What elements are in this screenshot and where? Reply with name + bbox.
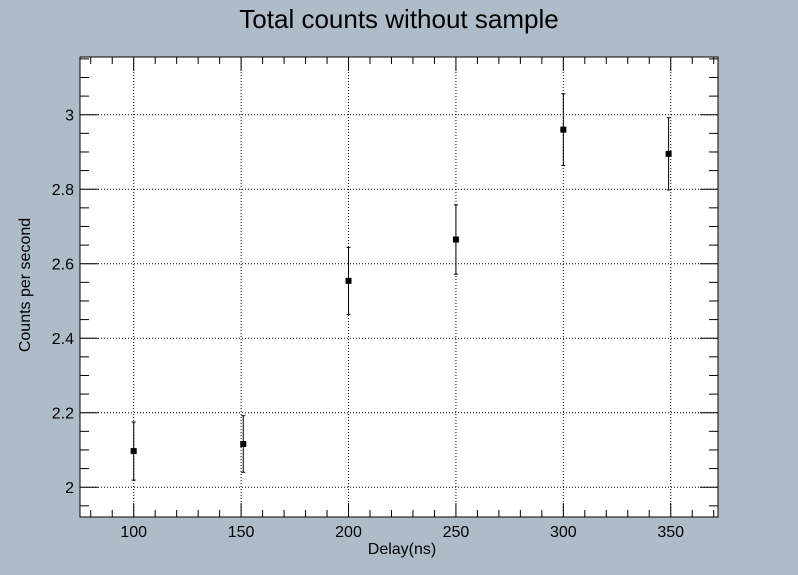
data-point (345, 246, 352, 315)
point-marker (130, 448, 137, 455)
y-tick-label: 2.4 (52, 331, 74, 348)
data-point (665, 117, 672, 191)
x-tick-label: 150 (228, 524, 255, 541)
data-point (240, 415, 247, 473)
x-tick-label: 350 (657, 524, 684, 541)
x-tick-label: 250 (443, 524, 470, 541)
chart-title: Total counts without sample (239, 4, 558, 34)
plot-frame (79, 56, 719, 518)
y-tick-label: 2.6 (52, 257, 74, 274)
y-tick-label: 2.2 (52, 406, 74, 423)
grid-lines (80, 57, 718, 517)
x-tick-label: 200 (335, 524, 362, 541)
y-tick-label: 2 (65, 480, 74, 497)
x-axis-label: Delay(ns) (368, 541, 436, 558)
point-marker (560, 126, 567, 133)
point-marker (665, 150, 672, 157)
point-marker (240, 440, 247, 447)
y-axis-label: Counts per second (17, 218, 34, 352)
x-tick-labels: 100 150 200 250 300 350 (120, 524, 684, 541)
y-tick-label: 2.8 (52, 182, 74, 199)
point-marker (452, 236, 459, 243)
data-point (452, 204, 459, 275)
axis-ticks (80, 57, 718, 517)
data-point (560, 93, 567, 166)
point-marker (345, 277, 352, 284)
data-point (130, 421, 137, 481)
x-tick-label: 100 (120, 524, 147, 541)
x-tick-label: 300 (550, 524, 577, 541)
data-points (130, 93, 672, 481)
y-tick-labels: 2 2.2 2.4 2.6 2.8 3 (52, 108, 74, 497)
y-tick-label: 3 (65, 108, 74, 125)
